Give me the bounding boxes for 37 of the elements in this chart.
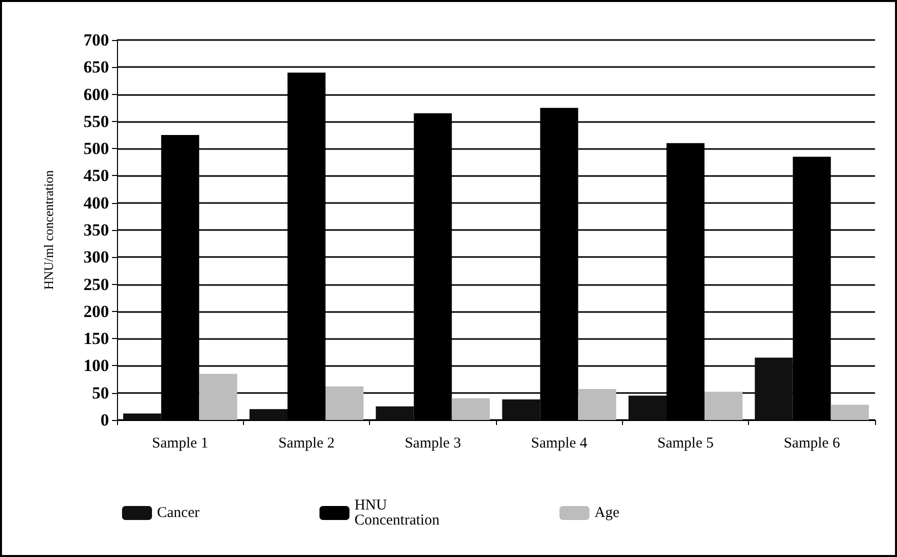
x-tick-label: Sample 1 xyxy=(152,436,208,452)
y-tick-label: 600 xyxy=(84,84,109,104)
x-tick-label: Sample 2 xyxy=(278,436,335,452)
y-tick-label: 350 xyxy=(84,220,109,240)
x-tick-label: Sample 3 xyxy=(404,436,461,452)
bar xyxy=(376,406,414,420)
x-tick-label: Sample 4 xyxy=(531,436,588,452)
y-tick-label: 100 xyxy=(84,356,109,376)
bar xyxy=(502,399,540,420)
y-tick-label: 700 xyxy=(84,30,109,50)
bar xyxy=(452,398,490,420)
y-tick-label: 300 xyxy=(84,248,109,267)
legend-label: Cancer xyxy=(157,505,200,521)
bar xyxy=(830,404,869,420)
y-tick-label: 500 xyxy=(84,139,109,158)
bar xyxy=(754,358,793,420)
bar xyxy=(704,392,742,420)
x-tick-label: Sample 5 xyxy=(657,436,714,452)
legend-label: HNU Concentration xyxy=(354,498,440,528)
legend-label: Age xyxy=(594,505,620,521)
bar xyxy=(578,389,616,420)
y-tick-label: 0 xyxy=(100,410,109,430)
y-axis-title: HNU/ml concentration xyxy=(41,170,56,290)
y-tick-label: 400 xyxy=(84,193,109,212)
y-tick-label: 550 xyxy=(84,112,109,131)
y-tick-label: 150 xyxy=(84,329,109,348)
y-tick-label: 450 xyxy=(84,166,109,186)
bar xyxy=(628,396,666,420)
y-tick-label: 250 xyxy=(84,274,109,294)
bar xyxy=(326,386,364,420)
bar xyxy=(199,374,238,420)
bar xyxy=(123,413,162,420)
bar xyxy=(250,409,288,420)
y-tick-label: 650 xyxy=(84,58,109,77)
y-tick-label: 50 xyxy=(92,383,109,402)
x-tick-label: Sample 6 xyxy=(784,436,840,452)
y-tick-label: 200 xyxy=(84,302,109,321)
